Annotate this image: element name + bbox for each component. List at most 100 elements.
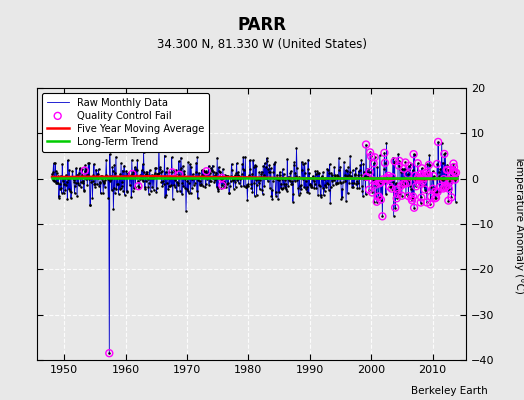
Quality Control Fail [417, 199, 425, 206]
Long-Term Trend [321, 176, 328, 181]
Quality Control Fail [421, 186, 429, 193]
Quality Control Fail [401, 180, 409, 187]
Raw Monthly Data [49, 171, 55, 176]
Quality Control Fail [411, 172, 419, 179]
Five Year Moving Average [420, 177, 426, 182]
Quality Control Fail [384, 173, 392, 179]
Quality Control Fail [444, 197, 453, 204]
Quality Control Fail [419, 175, 428, 182]
Quality Control Fail [409, 151, 418, 157]
Quality Control Fail [401, 159, 410, 166]
Quality Control Fail [394, 191, 402, 197]
Quality Control Fail [385, 184, 394, 190]
Quality Control Fail [444, 167, 452, 173]
Quality Control Fail [175, 172, 183, 178]
Quality Control Fail [377, 196, 385, 203]
Five Year Moving Average [272, 176, 279, 180]
Raw Monthly Data [453, 173, 460, 178]
Quality Control Fail [365, 186, 373, 193]
Quality Control Fail [413, 160, 422, 166]
Quality Control Fail [395, 158, 403, 164]
Quality Control Fail [415, 180, 423, 187]
Quality Control Fail [368, 189, 376, 196]
Quality Control Fail [420, 171, 428, 177]
Quality Control Fail [387, 186, 396, 192]
Quality Control Fail [371, 178, 379, 184]
Quality Control Fail [362, 141, 370, 148]
Five Year Moving Average [322, 176, 328, 181]
Five Year Moving Average [419, 177, 425, 182]
Five Year Moving Average [49, 174, 55, 179]
Legend: Raw Monthly Data, Quality Control Fail, Five Year Moving Average, Long-Term Tren: Raw Monthly Data, Quality Control Fail, … [42, 93, 209, 152]
Quality Control Fail [433, 161, 441, 167]
Quality Control Fail [202, 168, 211, 174]
Quality Control Fail [419, 178, 427, 184]
Quality Control Fail [377, 179, 386, 185]
Quality Control Fail [416, 171, 424, 178]
Raw Monthly Data [445, 168, 451, 172]
Text: PARR: PARR [237, 16, 287, 34]
Quality Control Fail [384, 175, 392, 182]
Quality Control Fail [374, 194, 383, 200]
Quality Control Fail [217, 175, 226, 181]
Quality Control Fail [380, 150, 389, 156]
Quality Control Fail [105, 350, 114, 356]
Quality Control Fail [439, 185, 447, 192]
Quality Control Fail [436, 184, 445, 190]
Quality Control Fail [408, 197, 416, 204]
Quality Control Fail [372, 182, 380, 188]
Five Year Moving Average [316, 176, 323, 181]
Quality Control Fail [405, 162, 413, 169]
Quality Control Fail [405, 193, 413, 199]
Quality Control Fail [418, 173, 427, 180]
Quality Control Fail [417, 194, 425, 201]
Five Year Moving Average [147, 174, 153, 179]
Quality Control Fail [424, 172, 433, 178]
Quality Control Fail [445, 186, 453, 192]
Quality Control Fail [441, 184, 449, 191]
Quality Control Fail [446, 176, 454, 183]
Quality Control Fail [429, 186, 437, 192]
Quality Control Fail [366, 149, 374, 156]
Quality Control Fail [433, 189, 442, 195]
Raw Monthly Data [106, 351, 113, 356]
Quality Control Fail [429, 173, 438, 179]
Quality Control Fail [451, 176, 459, 183]
Quality Control Fail [426, 201, 434, 208]
Quality Control Fail [447, 194, 455, 200]
Quality Control Fail [446, 167, 455, 173]
Raw Monthly Data [350, 168, 356, 173]
Quality Control Fail [427, 193, 435, 200]
Five Year Moving Average [453, 176, 460, 181]
Quality Control Fail [418, 165, 426, 172]
Quality Control Fail [450, 169, 458, 176]
Long-Term Trend [453, 176, 460, 181]
Quality Control Fail [168, 169, 177, 176]
Quality Control Fail [432, 194, 440, 201]
Quality Control Fail [393, 186, 401, 193]
Quality Control Fail [384, 176, 392, 182]
Quality Control Fail [422, 170, 431, 176]
Raw Monthly Data [156, 138, 162, 143]
Quality Control Fail [410, 204, 418, 211]
Quality Control Fail [368, 177, 377, 184]
Raw Monthly Data [273, 193, 279, 198]
Quality Control Fail [416, 176, 424, 183]
Quality Control Fail [379, 176, 387, 183]
Quality Control Fail [440, 151, 449, 157]
Quality Control Fail [434, 139, 442, 145]
Quality Control Fail [425, 162, 433, 168]
Quality Control Fail [413, 176, 421, 182]
Quality Control Fail [375, 180, 384, 186]
Quality Control Fail [390, 158, 399, 164]
Line: Five Year Moving Average: Five Year Moving Average [52, 176, 456, 179]
Quality Control Fail [370, 154, 379, 160]
Quality Control Fail [431, 188, 440, 195]
Text: 34.300 N, 81.330 W (United States): 34.300 N, 81.330 W (United States) [157, 38, 367, 51]
Quality Control Fail [392, 195, 401, 202]
Quality Control Fail [443, 167, 451, 173]
Quality Control Fail [400, 166, 408, 172]
Quality Control Fail [423, 199, 431, 206]
Five Year Moving Average [445, 176, 451, 181]
Five Year Moving Average [349, 176, 355, 181]
